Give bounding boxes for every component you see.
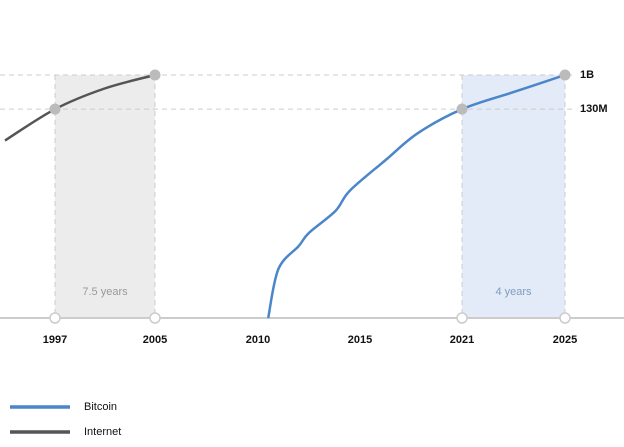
x-tick-label: 2021: [450, 334, 474, 346]
point: [559, 69, 571, 81]
x-tick-label: 2025: [553, 334, 577, 346]
y-tick-label: 130M: [580, 103, 608, 115]
x-tick-label: 2005: [143, 334, 167, 346]
span: [55, 75, 155, 318]
point: [149, 69, 161, 81]
tick-mark: [49, 312, 61, 324]
y-tick-label: 1B: [580, 69, 594, 81]
span-label: 4 years: [495, 286, 532, 298]
tick-mark: [456, 312, 468, 324]
series-line: [266, 73, 566, 319]
x-tick-label: 2010: [246, 334, 270, 346]
legend-label: Bitcoin: [84, 401, 117, 413]
span: [462, 75, 565, 318]
tick-mark: [149, 312, 161, 324]
point: [49, 103, 61, 115]
span-label: 7.5 years: [82, 286, 128, 298]
x-tick-label: 2015: [348, 334, 372, 346]
x-tick-label: 1997: [43, 334, 67, 346]
series-line: [4, 73, 156, 142]
tick-mark: [559, 312, 571, 324]
legend-label: Internet: [84, 426, 121, 438]
point: [456, 103, 468, 115]
